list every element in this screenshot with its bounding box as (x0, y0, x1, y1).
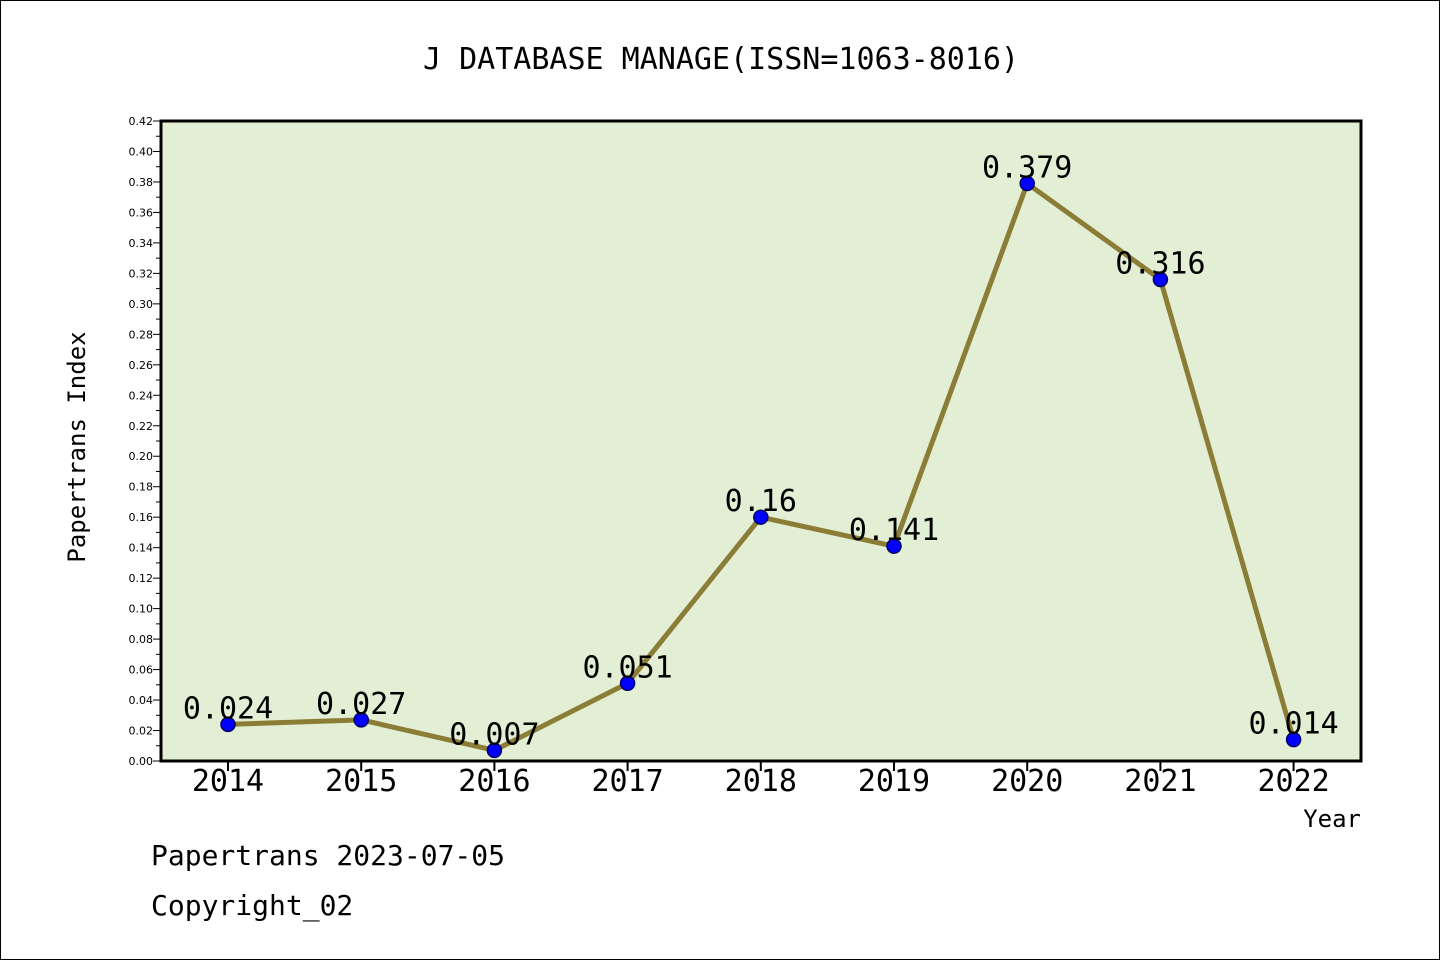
y-tick-label: 0.14 (129, 542, 154, 555)
y-tick-label: 0.36 (129, 206, 154, 219)
y-tick-label: 0.06 (129, 664, 154, 677)
y-tick-label: 0.12 (129, 572, 154, 585)
data-point (353, 712, 369, 728)
y-tick-label: 0.30 (129, 298, 154, 311)
y-tick-label: 0.34 (129, 237, 154, 250)
y-tick-label: 0.20 (129, 450, 154, 463)
x-tick-label: 2020 (991, 764, 1063, 799)
data-label: 0.024 (183, 691, 273, 726)
y-tick-label: 0.40 (129, 145, 154, 158)
y-tick-label: 0.10 (129, 603, 154, 616)
data-label: 0.027 (316, 687, 406, 722)
x-tick-label: 2017 (591, 764, 663, 799)
x-tick-label: 2015 (325, 764, 397, 799)
footer-date-text: Papertrans 2023-07-05 (151, 839, 505, 872)
y-tick-label: 0.22 (129, 420, 154, 433)
y-tick-label: 0.18 (129, 481, 154, 494)
y-tick-label: 0.26 (129, 359, 154, 372)
plot-layer: 0.00 0.02 0.04 0.06 0.08 0.10 0.12 0.14 0.16 0.18… (129, 115, 1363, 799)
x-tick-label: 2018 (725, 764, 797, 799)
data-point (220, 716, 236, 733)
x-axis-title: Year (1303, 805, 1361, 833)
data-point (886, 538, 902, 554)
y-tick-label: 0.28 (129, 328, 154, 341)
data-label: 0.051 (582, 650, 672, 685)
data-label: 0.316 (1115, 246, 1205, 281)
data-label: 0.141 (849, 513, 939, 548)
data-point (1019, 175, 1035, 192)
data-point (753, 509, 769, 525)
data-point (486, 742, 503, 759)
plot-area (159, 119, 1363, 763)
y-tick-label: 0.00 (129, 755, 154, 768)
y-tick-label: 0.42 (129, 115, 154, 128)
y-tick-label: 0.32 (129, 267, 154, 280)
x-tick-label: 2019 (858, 764, 930, 799)
x-tick-label: 2014 (192, 764, 264, 799)
data-label: 0.16 (725, 484, 797, 519)
y-tick-label: 0.38 (129, 176, 154, 189)
data-label: 0.014 (1248, 707, 1338, 742)
y-axis-title: Papertrans Index (63, 331, 91, 562)
y-tick-label: 0.02 (129, 725, 154, 738)
data-point (619, 675, 636, 692)
y-tick-label: 0.16 (129, 511, 154, 524)
y-tick-label: 0.08 (129, 633, 154, 646)
x-tick-label: 2022 (1257, 764, 1329, 799)
chart-title: J DATABASE MANAGE(ISSN=1063-8016) (423, 42, 1019, 77)
x-tick-label: 2016 (458, 764, 530, 799)
y-tick-label: 0.24 (129, 389, 154, 402)
data-point (1285, 731, 1302, 748)
y-tick-label: 0.04 (129, 694, 154, 707)
footer-copyright-text: Copyright_02 (151, 889, 353, 923)
data-point (1152, 271, 1169, 288)
data-label: 0.379 (982, 150, 1072, 185)
x-tick-label: 2021 (1124, 764, 1196, 799)
data-label: 0.007 (449, 717, 539, 752)
